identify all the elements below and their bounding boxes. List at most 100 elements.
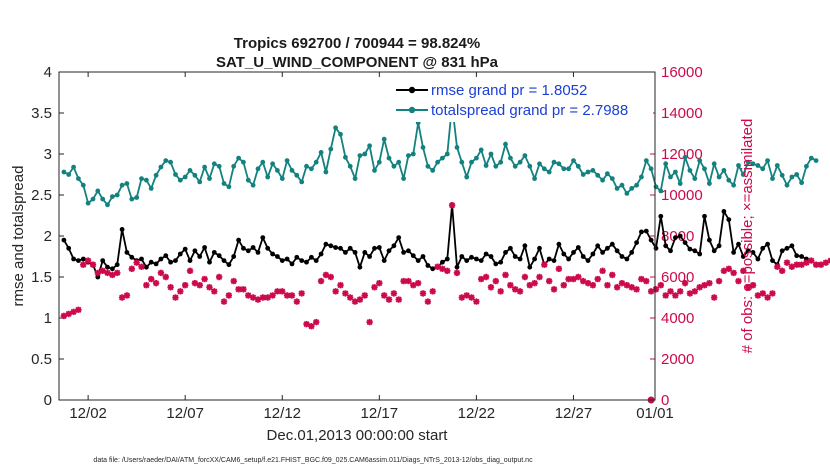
rmse-point xyxy=(673,235,678,241)
spread-point xyxy=(216,163,222,169)
obs-assimilated-point xyxy=(380,292,388,299)
y-left-tick-label: 2 xyxy=(44,228,52,245)
obs-assimilated-point xyxy=(167,284,174,291)
rmse-point xyxy=(347,245,353,251)
rmse-point xyxy=(522,243,528,249)
rmse-point xyxy=(464,258,470,263)
obs-assimilated-point xyxy=(594,275,601,283)
spread-point xyxy=(677,181,683,186)
obs-assimilated-point xyxy=(114,269,121,277)
rmse-point xyxy=(658,213,664,219)
chart-title-line2: SAT_U_WIND_COMPONENT @ 831 hPa xyxy=(216,54,499,71)
rmse-point xyxy=(512,254,518,259)
rmse-point xyxy=(590,251,596,257)
obs-assimilated-point xyxy=(492,277,500,285)
rmse-point xyxy=(580,254,586,259)
rmse-point xyxy=(236,237,242,243)
spread-point xyxy=(600,177,605,183)
obs-assimilated-point xyxy=(599,267,606,275)
y-right-tick-label: 16000 xyxy=(661,64,703,81)
spread-point xyxy=(580,172,586,177)
obs-assimilated-point xyxy=(366,318,373,326)
rmse-point xyxy=(415,258,421,263)
y-right-tick-label: 6000 xyxy=(661,269,694,286)
obs-assimilated-point xyxy=(410,282,417,289)
rmse-point xyxy=(299,258,305,263)
spread-point xyxy=(648,166,654,172)
rmse-point xyxy=(406,248,411,254)
rmse-point xyxy=(294,254,300,260)
spread-point xyxy=(333,125,338,131)
rmse-point xyxy=(726,217,732,223)
spread-point xyxy=(503,141,508,147)
obs-assimilated-point xyxy=(230,277,237,285)
obs-assimilated-point xyxy=(177,288,184,295)
spread-point xyxy=(226,184,232,190)
spread-point xyxy=(527,163,533,169)
spread-point xyxy=(663,161,669,167)
spread-point xyxy=(808,155,814,161)
obs-assimilated-point xyxy=(235,286,242,293)
y-right-tick-label: 10000 xyxy=(661,187,703,204)
obs-assimilated-point xyxy=(143,282,150,289)
obs-assimilated-point xyxy=(565,275,572,283)
rmse-point xyxy=(95,274,101,280)
spread-point xyxy=(289,168,295,173)
spread-point xyxy=(619,182,625,188)
obs-assimilated-point xyxy=(419,290,427,297)
obs-assimilated-point xyxy=(662,292,669,299)
spread-point xyxy=(105,202,110,208)
rmse-point xyxy=(221,258,227,263)
x-tick-label: 12/12 xyxy=(263,405,301,422)
obs-assimilated-point xyxy=(75,306,82,313)
legend-rmse-marker xyxy=(408,86,416,94)
spread-point xyxy=(605,171,610,177)
spread-point xyxy=(702,166,707,172)
rmse-point xyxy=(697,251,703,257)
spread-point xyxy=(153,172,159,178)
obs-assimilated-point xyxy=(463,292,470,299)
rmse-point xyxy=(289,261,295,267)
rmse-point xyxy=(313,258,319,263)
rmse-point xyxy=(643,228,649,234)
spread-point xyxy=(595,172,601,178)
spread-point xyxy=(71,164,76,170)
rmse-point xyxy=(707,237,712,243)
obs-assimilated-point xyxy=(133,259,140,266)
spread-point xyxy=(304,163,309,169)
rmse-point xyxy=(716,243,722,249)
obs-assimilated-point xyxy=(628,284,635,291)
obs-assimilated-point xyxy=(220,298,228,305)
obs-assimilated-point xyxy=(545,277,553,285)
legend-box xyxy=(393,78,653,122)
rmse-point xyxy=(721,209,727,214)
rmse-point xyxy=(148,259,154,265)
series-layer xyxy=(60,102,830,404)
spread-point xyxy=(357,153,363,159)
rmse-point xyxy=(71,256,76,262)
obs-assimilated-point xyxy=(60,312,68,320)
rmse-point xyxy=(309,254,314,260)
obs-assimilated-point xyxy=(764,294,771,301)
obs-assimilated-point xyxy=(225,292,233,299)
rmse-point xyxy=(609,241,615,247)
spread-point xyxy=(614,186,620,191)
spread-point xyxy=(391,163,397,169)
spread-point xyxy=(634,182,639,188)
y-right-tick-label: 4000 xyxy=(661,310,694,327)
obs-assimilated-point xyxy=(521,273,529,281)
legend-rmse-label: rmse grand pr = 1.8052 xyxy=(431,82,587,99)
obs-assimilated-point xyxy=(677,288,684,295)
obs-assimilated-point xyxy=(497,288,504,295)
y-right-tick-label: 2000 xyxy=(661,351,694,368)
spread-point xyxy=(668,174,673,180)
spread-point xyxy=(430,168,436,173)
obs-assimilated-point xyxy=(351,298,359,305)
rmse-point xyxy=(546,256,552,262)
spread-point xyxy=(609,176,615,182)
spread-point xyxy=(794,172,800,177)
spread-point xyxy=(163,158,169,164)
obs-assimilated-point xyxy=(148,275,155,283)
rmse-point xyxy=(561,251,567,257)
